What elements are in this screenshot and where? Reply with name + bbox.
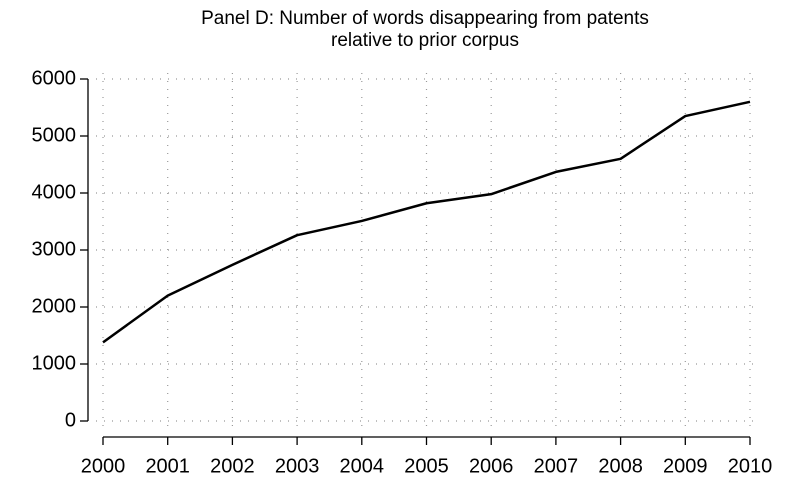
- y-tick-label: 1000: [32, 352, 77, 374]
- x-tick-label: 2001: [145, 455, 190, 477]
- x-tick-label: 2004: [340, 455, 385, 477]
- x-tick-label: 2000: [81, 455, 126, 477]
- x-tick-label: 2002: [210, 455, 255, 477]
- y-tick-label: 0: [65, 409, 76, 431]
- y-tick-label: 2000: [32, 295, 77, 317]
- y-tick-label: 6000: [32, 67, 77, 89]
- y-tick-label: 4000: [32, 181, 77, 203]
- x-tick-label: 2008: [598, 455, 643, 477]
- y-tick-label: 5000: [32, 124, 77, 146]
- x-tick-label: 2010: [728, 455, 773, 477]
- x-tick-label: 2006: [469, 455, 514, 477]
- x-tick-label: 2005: [404, 455, 449, 477]
- data-line: [102, 100, 751, 344]
- chart-title: Panel D: Number of words disappearing fr…: [201, 8, 649, 29]
- chart-title: relative to prior corpus: [331, 30, 519, 51]
- x-tick-label: 2009: [663, 455, 708, 477]
- x-tick-label: 2003: [275, 455, 320, 477]
- x-tick-label: 2007: [534, 455, 579, 477]
- y-tick-label: 3000: [32, 238, 77, 260]
